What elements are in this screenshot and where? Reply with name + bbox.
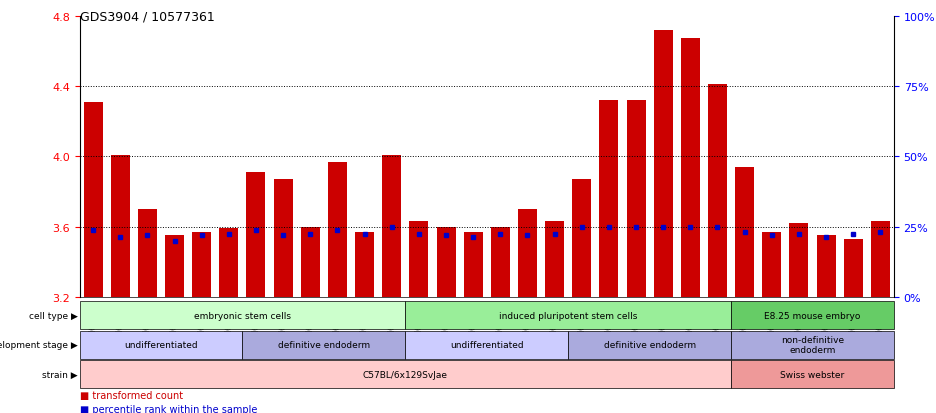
Bar — [436, 227, 456, 297]
Text: C57BL/6x129SvJae: C57BL/6x129SvJae — [363, 370, 447, 379]
Text: undifferentiated: undifferentiated — [124, 340, 197, 349]
Bar — [518, 209, 537, 297]
Text: cell type ▶: cell type ▶ — [29, 311, 78, 320]
Bar — [626, 101, 646, 297]
Text: development stage ▶: development stage ▶ — [0, 340, 78, 349]
Bar — [300, 227, 320, 297]
Text: strain ▶: strain ▶ — [42, 370, 78, 379]
Bar — [870, 222, 890, 297]
Bar — [599, 101, 619, 297]
Bar — [572, 180, 592, 297]
Bar — [463, 233, 483, 297]
Bar — [83, 102, 103, 297]
Bar — [165, 236, 184, 297]
Text: ■ percentile rank within the sample: ■ percentile rank within the sample — [80, 404, 257, 413]
Text: Swiss webster: Swiss webster — [781, 370, 844, 379]
Bar — [490, 227, 510, 297]
Bar — [246, 173, 266, 297]
Bar — [545, 222, 564, 297]
Text: embryonic stem cells: embryonic stem cells — [194, 311, 291, 320]
Bar — [355, 233, 374, 297]
Bar — [110, 155, 130, 297]
Text: ■ transformed count: ■ transformed count — [80, 390, 183, 400]
Bar — [138, 209, 157, 297]
Text: definitive endoderm: definitive endoderm — [604, 340, 695, 349]
Bar — [273, 180, 293, 297]
Bar — [762, 233, 782, 297]
Bar — [708, 85, 727, 297]
Text: induced pluripotent stem cells: induced pluripotent stem cells — [499, 311, 637, 320]
Bar — [219, 229, 239, 297]
Bar — [192, 233, 212, 297]
Bar — [653, 31, 673, 297]
Bar — [328, 162, 347, 297]
Bar — [816, 236, 836, 297]
Bar — [789, 223, 809, 297]
Bar — [680, 39, 700, 297]
Bar — [843, 240, 863, 297]
Text: E8.25 mouse embryo: E8.25 mouse embryo — [765, 311, 860, 320]
Text: undifferentiated: undifferentiated — [450, 340, 523, 349]
Text: definitive endoderm: definitive endoderm — [278, 340, 370, 349]
Bar — [382, 155, 402, 297]
Text: non-definitive
endoderm: non-definitive endoderm — [781, 335, 844, 354]
Bar — [735, 168, 754, 297]
Bar — [409, 222, 429, 297]
Text: GDS3904 / 10577361: GDS3904 / 10577361 — [80, 10, 214, 23]
